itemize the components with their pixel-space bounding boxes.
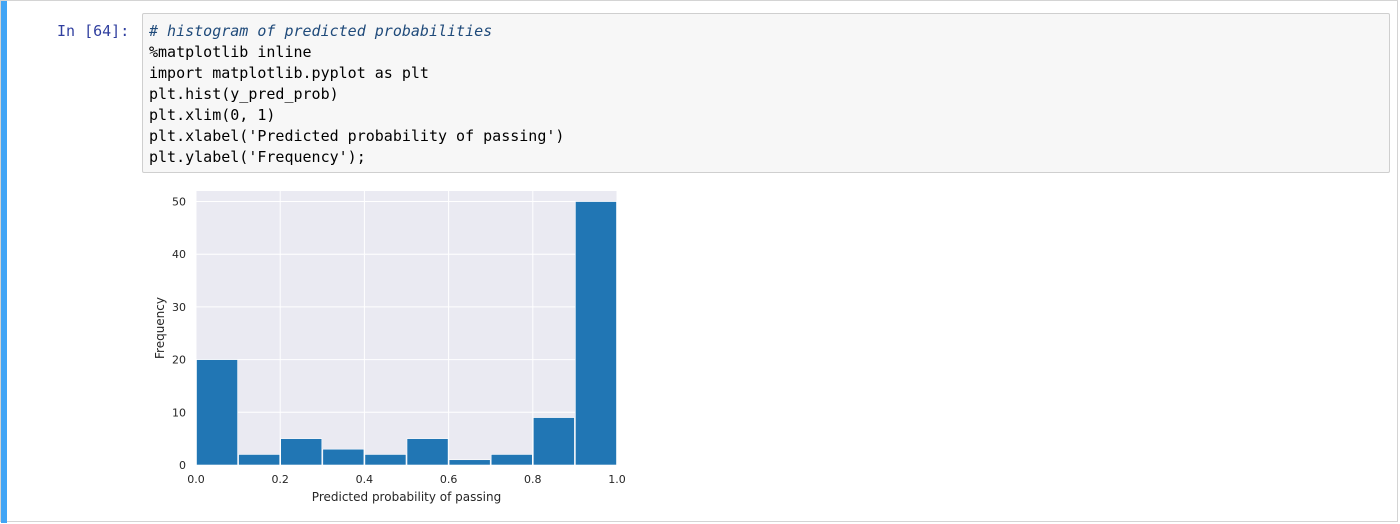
y-tick-label: 50	[172, 196, 186, 209]
cell-output: 0.0 0.2 0.4 0.6 0.8 1.0 0 10 20 30 40 50 Predicted p…	[142, 181, 642, 511]
histogram-bar	[322, 448, 365, 466]
histogram-bar	[532, 417, 575, 466]
x-tick-label: 0.6	[440, 473, 458, 486]
x-tick-label: 0.0	[187, 473, 205, 486]
y-tick-label: 0	[179, 459, 186, 472]
x-tick-label: 1.0	[608, 473, 626, 486]
code-comment-line: # histogram of predicted probabilities	[149, 22, 493, 40]
x-tick-label: 0.2	[271, 473, 289, 486]
histogram-bar	[196, 359, 238, 466]
code-line: plt.xlabel('Predicted probability of pas…	[149, 127, 565, 145]
histogram-bar	[364, 454, 407, 466]
code-editor[interactable]: # histogram of predicted probabilities %m…	[142, 13, 1390, 173]
x-tick-label: 0.4	[356, 473, 374, 486]
histogram-bar	[575, 201, 617, 466]
y-tick-label: 10	[172, 406, 186, 419]
y-tick-label: 30	[172, 301, 186, 314]
code-line: plt.xlim(0, 1)	[149, 106, 276, 124]
y-tick-label: 20	[172, 354, 186, 367]
cell-selection-indicator	[1, 1, 7, 523]
code-line: plt.hist(y_pred_prob)	[149, 85, 339, 103]
x-tick-label: 0.8	[524, 473, 542, 486]
code-line: import matplotlib.pyplot as plt	[149, 64, 429, 82]
histogram-bar	[280, 438, 323, 466]
histogram-chart: 0.0 0.2 0.4 0.6 0.8 1.0 0 10 20 30 40 50 Predicted p…	[153, 191, 626, 504]
histogram-bar	[490, 454, 533, 466]
histogram-bar	[406, 438, 449, 466]
code-line: %matplotlib inline	[149, 43, 312, 61]
input-prompt: In [64]:	[57, 22, 130, 40]
x-axis-label: Predicted probability of passing	[312, 490, 501, 504]
code-line: plt.ylabel('Frequency');	[149, 148, 366, 166]
y-tick-label: 40	[172, 248, 186, 261]
histogram-bar	[448, 459, 491, 466]
y-axis-label: Frequency	[153, 297, 167, 359]
histogram-bar	[238, 454, 280, 466]
